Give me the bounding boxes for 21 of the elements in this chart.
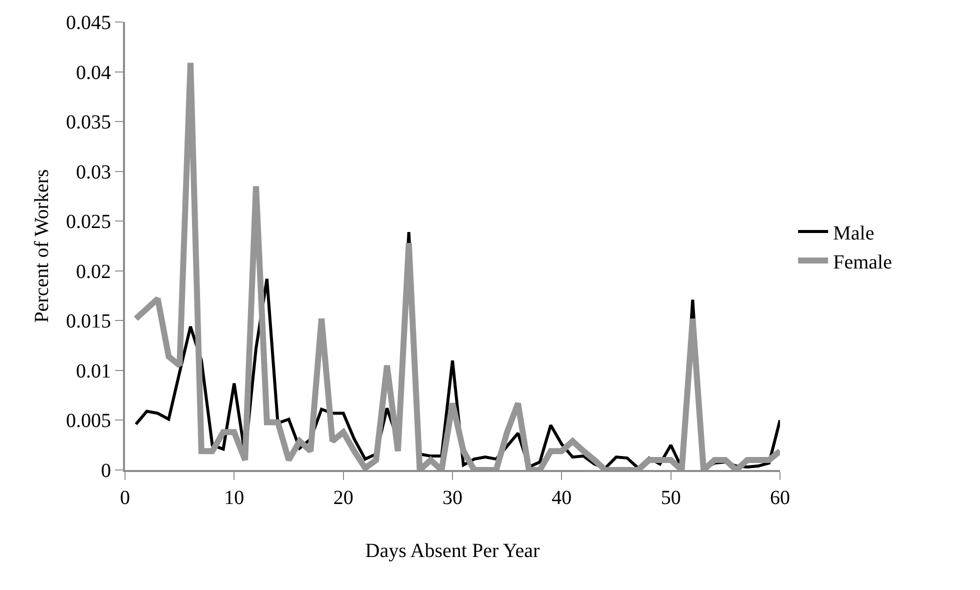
y-tick-label: 0.045	[66, 12, 111, 34]
y-tick-label: 0.005	[66, 410, 111, 432]
y-tick-label: 0.035	[66, 112, 111, 134]
y-tick-label: 0.025	[66, 211, 111, 234]
y-tick-label: 0.04	[76, 62, 111, 84]
x-tick-label: 50	[660, 487, 681, 509]
y-tick-label: 0.03	[76, 161, 111, 184]
y-tick-label: 0.015	[66, 310, 111, 333]
legend-label: Male	[833, 222, 874, 244]
y-tick-label: 0.01	[76, 360, 111, 382]
y-tick-label: 0	[101, 460, 111, 482]
legend-label: Female	[833, 251, 892, 274]
x-tick-label: 60	[770, 487, 790, 509]
x-axis-title: Days Absent Per Year	[365, 540, 540, 562]
x-tick-label: 30	[442, 487, 462, 509]
x-tick-label: 10	[224, 487, 244, 509]
y-axis-title: Percent of Workers	[31, 169, 53, 323]
x-tick-label: 40	[552, 487, 572, 509]
x-tick-label: 20	[333, 487, 354, 509]
y-tick-label: 0.02	[76, 260, 111, 283]
x-tick-label: 0	[120, 487, 130, 509]
